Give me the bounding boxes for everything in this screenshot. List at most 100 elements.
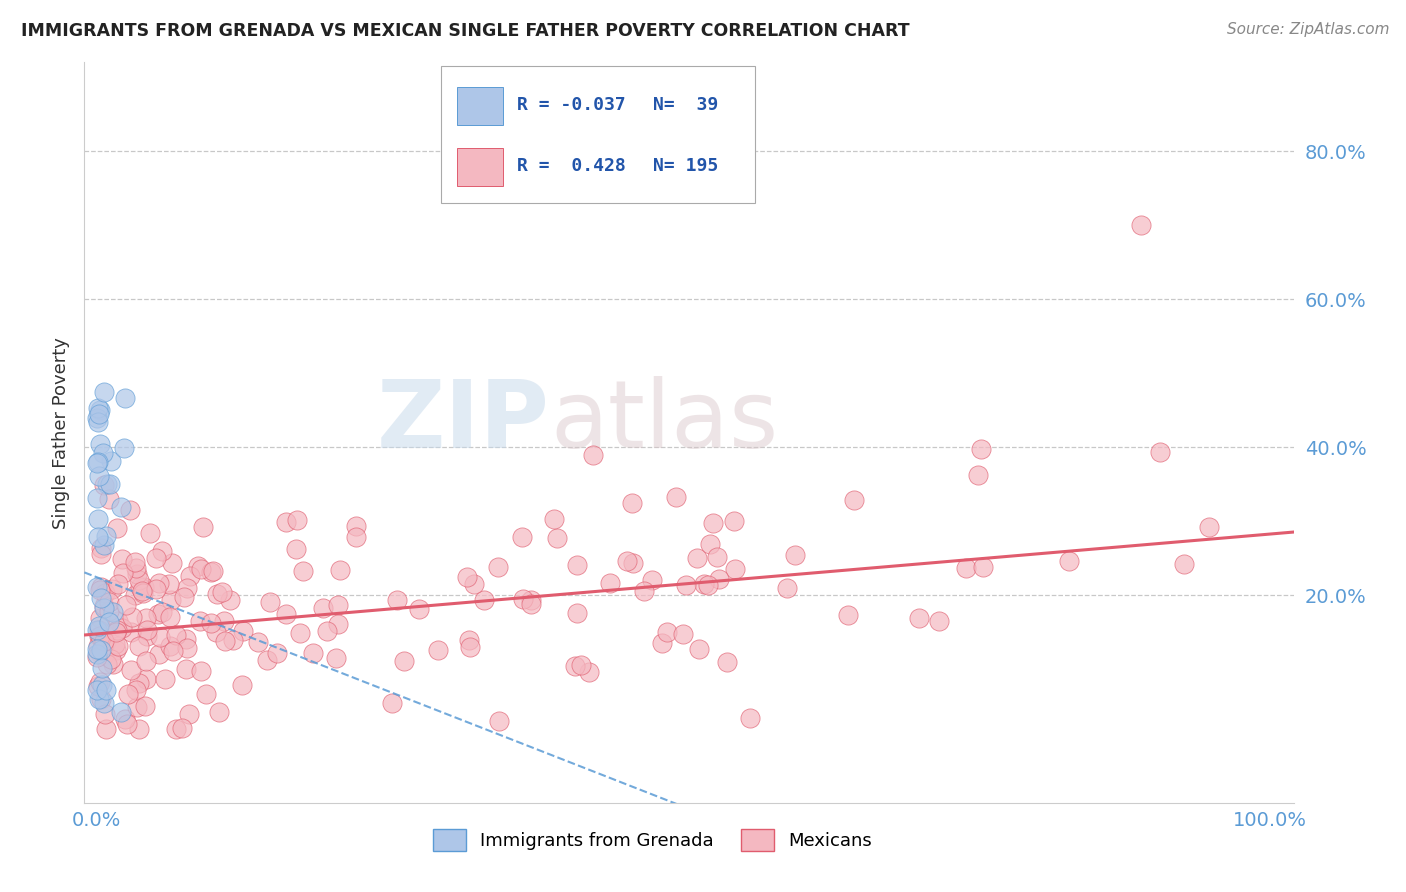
Point <box>408 602 430 616</box>
Point <box>105 520 128 534</box>
Point <box>90 541 112 555</box>
Point <box>392 654 415 668</box>
Point <box>86 623 108 637</box>
Point <box>290 625 312 640</box>
Point <box>94 706 117 721</box>
Point <box>616 554 638 568</box>
Point <box>135 672 157 686</box>
Point <box>87 679 110 693</box>
Point <box>214 614 236 628</box>
Point <box>165 628 187 642</box>
Point <box>599 576 621 591</box>
Point <box>87 416 110 430</box>
Point <box>519 593 541 607</box>
Point <box>114 598 136 612</box>
Point <box>205 624 228 639</box>
Point <box>135 654 157 668</box>
Point <box>176 640 198 655</box>
Point <box>191 519 214 533</box>
Point <box>145 551 167 566</box>
Point <box>326 617 349 632</box>
Point <box>114 712 136 726</box>
FancyBboxPatch shape <box>457 147 503 186</box>
Point <box>117 687 139 701</box>
Point <box>783 548 806 562</box>
Point <box>89 646 111 660</box>
Point <box>101 606 124 620</box>
Point <box>136 623 159 637</box>
Point <box>284 541 307 556</box>
Point <box>96 529 118 543</box>
Point <box>148 576 170 591</box>
Point <box>582 449 605 463</box>
Point <box>104 624 127 639</box>
Point <box>86 682 108 697</box>
Point <box>1129 219 1152 233</box>
Point <box>463 576 485 591</box>
Point <box>1057 554 1080 568</box>
Point <box>146 607 169 621</box>
Point <box>195 687 218 701</box>
Point <box>170 721 193 735</box>
Point <box>578 665 600 680</box>
Point <box>543 512 565 526</box>
Point <box>86 491 108 505</box>
Point <box>190 664 212 678</box>
FancyBboxPatch shape <box>441 66 755 203</box>
Y-axis label: Single Father Poverty: Single Father Poverty <box>52 336 70 529</box>
Point <box>159 610 181 624</box>
Point <box>149 631 172 645</box>
Point <box>716 655 738 669</box>
Point <box>101 657 124 672</box>
Point <box>565 606 588 620</box>
Point <box>98 476 121 491</box>
Point <box>675 578 697 592</box>
Point <box>159 593 181 607</box>
Point <box>89 403 111 417</box>
Point <box>135 611 157 625</box>
Point <box>291 564 314 578</box>
Point <box>87 469 110 483</box>
Point <box>87 692 110 706</box>
Point <box>664 490 686 504</box>
Point <box>315 624 337 638</box>
Point <box>89 629 111 643</box>
Point <box>129 580 152 594</box>
Point <box>135 629 157 643</box>
Point <box>565 558 588 573</box>
Point <box>86 456 108 470</box>
Point <box>150 544 173 558</box>
Point <box>837 607 859 622</box>
Point <box>96 477 118 491</box>
Text: R =  0.428: R = 0.428 <box>517 157 626 175</box>
Point <box>114 391 136 405</box>
Point <box>569 657 592 672</box>
Point <box>246 635 269 649</box>
Point <box>519 597 541 611</box>
Point <box>776 581 799 595</box>
Point <box>325 651 347 665</box>
Point <box>908 611 931 625</box>
Point <box>87 407 110 421</box>
Point <box>107 614 129 628</box>
Point <box>87 401 110 415</box>
Point <box>87 512 110 526</box>
Point <box>176 632 198 647</box>
Point <box>124 588 146 602</box>
Point <box>266 646 288 660</box>
Point <box>222 632 245 647</box>
Point <box>110 500 132 514</box>
Point <box>91 661 114 675</box>
Point <box>512 592 534 607</box>
Point <box>104 637 127 651</box>
Point <box>702 516 724 531</box>
Point <box>97 491 120 506</box>
Point <box>179 569 201 583</box>
Point <box>120 625 142 640</box>
Point <box>159 639 181 653</box>
Point <box>125 566 148 581</box>
Point <box>96 722 118 736</box>
Point <box>205 587 228 601</box>
Point <box>93 537 115 551</box>
Point <box>127 700 149 714</box>
